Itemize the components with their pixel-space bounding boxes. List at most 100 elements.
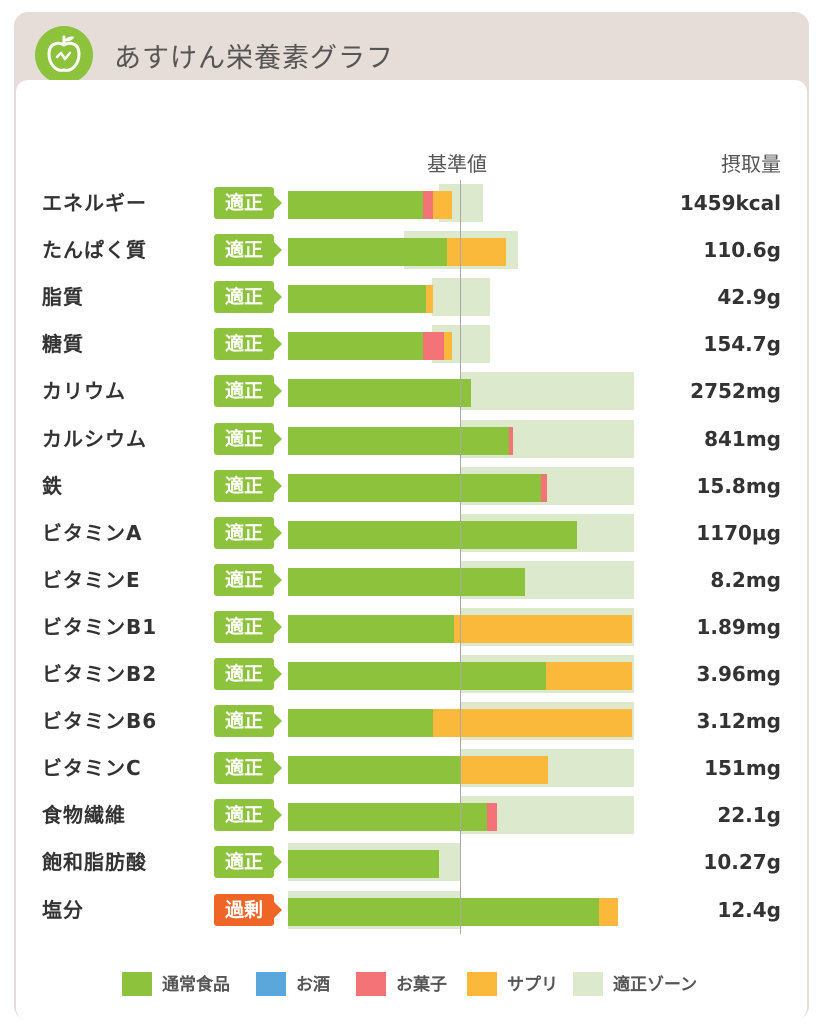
nutrient-row: ビタミンC 適正 151mg	[0, 745, 823, 791]
status-badge: 適正	[214, 422, 282, 455]
status-badge: 適正	[214, 799, 282, 832]
legend-label: 通常食品	[162, 975, 230, 995]
intake-value: 10.27g	[703, 850, 781, 875]
intake-value: 8.2mg	[710, 567, 781, 592]
snacks-segment	[486, 803, 498, 832]
header: あすけん栄養素グラフ	[14, 12, 809, 84]
snacks-segment	[422, 191, 434, 219]
status-badge: 過剰	[214, 893, 282, 926]
intake-value: 1170μg	[696, 520, 781, 545]
nutrient-name: 塩分	[42, 897, 84, 922]
normal-food-segment	[288, 662, 546, 690]
nutrient-row: たんぱく質 適正 110.6g	[0, 227, 823, 273]
nutrient-row: エネルギー 適正 1459kcal	[0, 180, 823, 226]
status-badge: 適正	[214, 234, 282, 267]
nutrient-row: カルシウム 適正 841mg	[0, 416, 823, 462]
intake-value: 12.4g	[717, 897, 781, 922]
supplement-segment	[433, 709, 633, 738]
intake-value: 22.1g	[717, 803, 781, 828]
supplement-segment	[599, 897, 619, 926]
legend-label: 適正ゾーン	[613, 975, 698, 995]
supplement-segment	[454, 614, 633, 643]
legend-swatch	[256, 972, 286, 996]
normal-food-segment	[288, 567, 525, 596]
supplement-segment	[447, 238, 506, 267]
status-badge: 適正	[214, 610, 282, 643]
intake-value: 1459kcal	[679, 191, 781, 215]
nutrient-row: ビタミンB2 適正 3.96mg	[0, 651, 823, 697]
status-badge: 適正	[214, 516, 282, 549]
nutrient-row: カリウム 適正 2752mg	[0, 368, 823, 414]
nutrient-row: 飽和脂肪酸 適正 10.27g	[0, 839, 823, 885]
snacks-segment	[540, 473, 548, 502]
normal-food-segment	[288, 191, 423, 219]
normal-food-segment	[288, 897, 600, 926]
nutrient-row: 塩分 過剰 12.4g	[0, 887, 823, 933]
normal-food-segment	[288, 332, 423, 361]
nutrient-row: 脂質 適正 42.9g	[0, 274, 823, 320]
nutrient-name: 脂質	[42, 285, 84, 310]
legend: 通常食品 お酒 お菓子 サプリ 適正ゾーン	[0, 970, 823, 1000]
supplement-segment	[443, 332, 453, 361]
intake-column-header: 摂取量	[721, 152, 781, 176]
normal-food-segment	[288, 709, 434, 738]
normal-food-segment	[288, 614, 455, 643]
legend-label: お酒	[296, 975, 330, 995]
intake-value: 15.8mg	[696, 473, 781, 498]
status-badge: 適正	[214, 563, 282, 596]
status-badge: 適正	[214, 281, 282, 314]
normal-food-segment	[288, 803, 487, 832]
nutrient-name: ビタミンB2	[42, 662, 158, 686]
legend-swatch	[467, 972, 497, 996]
nutrient-name: 鉄	[42, 473, 63, 498]
nutrient-row: 鉄 適正 15.8mg	[0, 463, 823, 509]
nutrient-name: ビタミンB1	[42, 614, 158, 639]
snacks-segment	[422, 332, 444, 361]
status-badge: 適正	[214, 658, 282, 690]
status-badge: 適正	[214, 328, 282, 361]
normal-food-segment	[288, 426, 510, 455]
nutrient-row: 糖質 適正 154.7g	[0, 321, 823, 367]
intake-value: 154.7g	[703, 332, 781, 357]
normal-food-segment	[288, 379, 472, 408]
normal-food-segment	[288, 520, 577, 549]
status-badge: 適正	[214, 469, 282, 502]
nutrient-name: 食物繊維	[42, 803, 126, 828]
nutrient-name: 飽和脂肪酸	[42, 850, 147, 875]
apple-icon	[35, 26, 93, 84]
legend-label: サプリ	[507, 975, 558, 995]
nutrient-name: ビタミンB6	[42, 709, 158, 734]
nutrient-row: ビタミンE 適正 8.2mg	[0, 557, 823, 603]
nutrient-name: ビタミンA	[42, 520, 143, 545]
intake-value: 110.6g	[703, 238, 781, 263]
nutrient-row: ビタミンB1 適正 1.89mg	[0, 604, 823, 650]
legend-swatch	[356, 972, 386, 996]
status-badge: 適正	[214, 375, 282, 408]
legend-swatch	[573, 972, 603, 996]
nutrient-row: ビタミンA 適正 1170μg	[0, 510, 823, 556]
intake-value: 841mg	[704, 426, 781, 451]
nutrient-name: カルシウム	[42, 426, 147, 451]
nutrient-name: エネルギー	[42, 191, 147, 215]
intake-value: 3.12mg	[696, 709, 781, 734]
legend-label: お菓子	[396, 975, 447, 995]
normal-food-segment	[288, 473, 541, 502]
normal-food-segment	[288, 285, 427, 314]
nutrient-row: ビタミンB6 適正 3.12mg	[0, 698, 823, 744]
status-badge: 適正	[214, 705, 282, 738]
page-title: あすけん栄養素グラフ	[114, 43, 394, 74]
intake-value: 42.9g	[717, 285, 781, 310]
status-badge: 適正	[214, 752, 282, 785]
status-badge: 適正	[214, 187, 282, 219]
supplement-segment	[545, 662, 633, 690]
intake-value: 2752mg	[690, 379, 781, 404]
normal-food-segment	[288, 756, 461, 785]
nutrient-name: ビタミンE	[42, 567, 141, 592]
legend-swatch	[122, 972, 152, 996]
appropriate-zone	[461, 372, 634, 411]
reference-line	[460, 180, 461, 934]
normal-food-segment	[288, 850, 439, 879]
nutrient-name: カリウム	[42, 379, 126, 404]
supplement-segment	[433, 191, 453, 219]
reference-column-header: 基準値	[427, 152, 487, 176]
